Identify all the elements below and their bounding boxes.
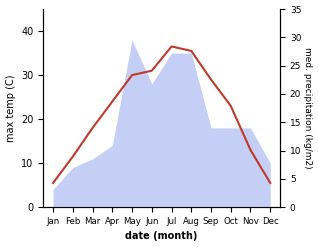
X-axis label: date (month): date (month) <box>126 231 198 242</box>
Y-axis label: max temp (C): max temp (C) <box>5 74 16 142</box>
Y-axis label: med. precipitation (kg/m2): med. precipitation (kg/m2) <box>303 47 313 169</box>
